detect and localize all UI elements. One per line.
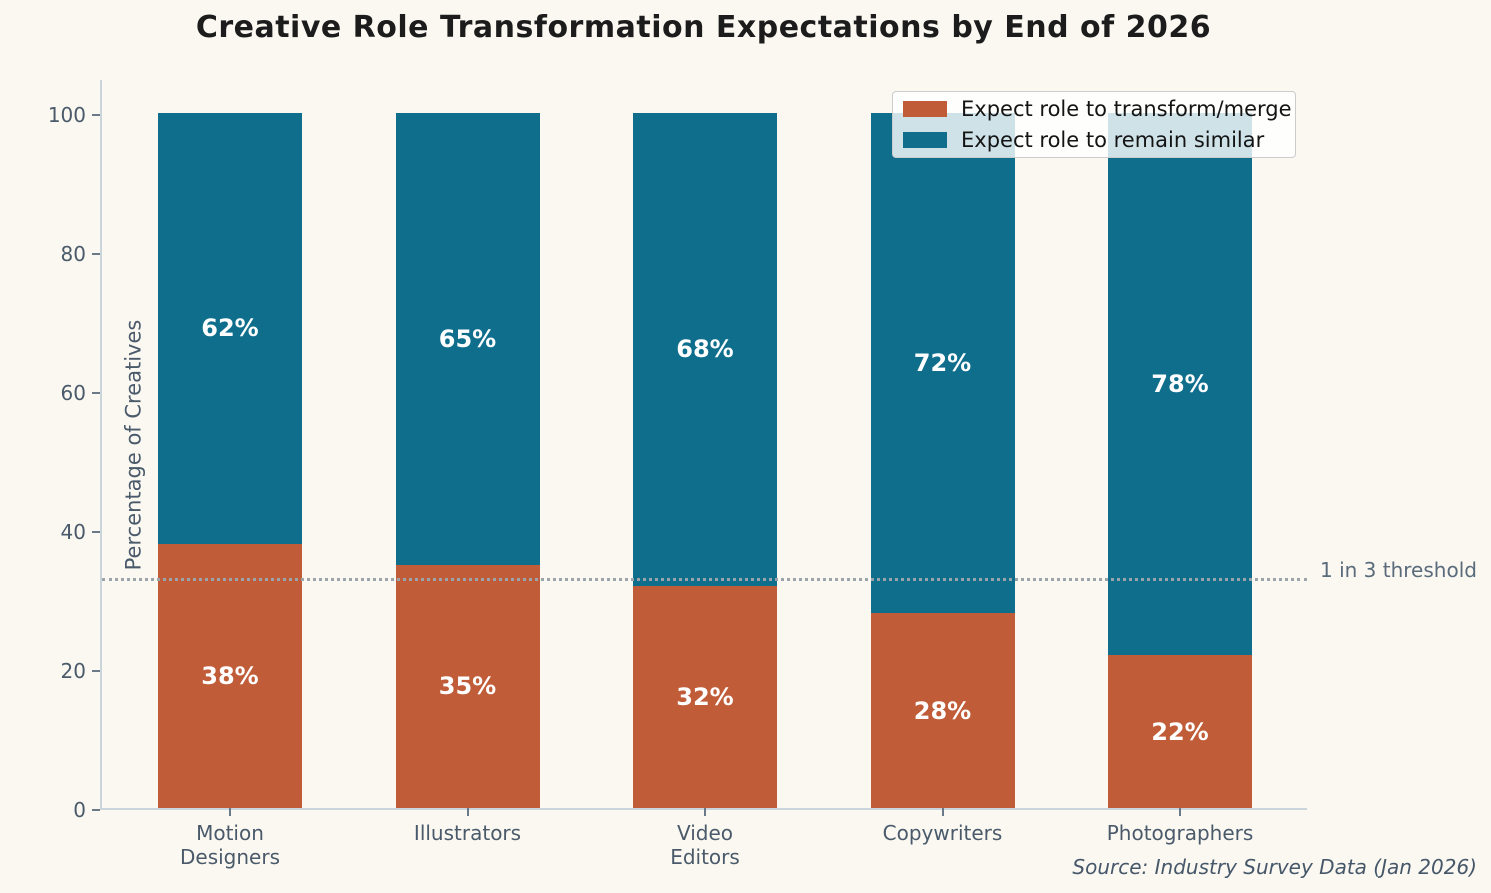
bar-segment-remain-similar: 68% <box>633 113 777 586</box>
x-tick-mark <box>1179 808 1181 816</box>
x-tick-mark <box>704 808 706 816</box>
bar-segment-value-label: 22% <box>1151 717 1209 746</box>
category-label: Video Editors <box>670 821 740 869</box>
bar-segment-value-label: 62% <box>201 314 259 343</box>
y-tick-label: 100 <box>47 103 86 127</box>
y-tick-mark <box>92 809 100 811</box>
bar-segment-value-label: 78% <box>1151 370 1209 399</box>
y-tick-mark <box>92 670 100 672</box>
bar-segment-transform-merge: 22% <box>1108 655 1252 808</box>
bar-segment-value-label: 35% <box>438 672 497 701</box>
y-tick-mark <box>92 114 100 116</box>
threshold-label: 1 in 3 threshold <box>1320 558 1477 582</box>
bar-segment-transform-merge: 28% <box>870 613 1015 808</box>
bar-segment-transform-merge: 32% <box>633 585 777 808</box>
bar-segment-value-label: 68% <box>676 335 734 364</box>
legend-label-transform-merge: Expect role to transform/merge <box>961 97 1292 121</box>
y-tick-label: 60 <box>60 381 86 405</box>
x-tick-mark <box>229 808 231 816</box>
source-note: Source: Industry Survey Data (Jan 2026) <box>1072 855 1477 879</box>
bar-segment-value-label: 32% <box>676 682 734 711</box>
y-tick-label: 20 <box>60 659 86 683</box>
category-label: Copywriters <box>882 821 1003 845</box>
bar-segment-transform-merge: 35% <box>395 564 540 808</box>
legend-item-transform-merge: Expect role to transform/merge <box>903 97 1292 121</box>
bar-segment-remain-similar: 65% <box>395 113 540 565</box>
bar-segment-value-label: 28% <box>913 696 972 725</box>
plot-area: 0 20 40 60 80 100 38% 62% Motion Designers 35% 65%… <box>48 80 1307 868</box>
bar-segment-remain-similar: 72% <box>870 113 1015 614</box>
category-label: Photographers <box>1106 821 1254 845</box>
bar-segment-value-label: 72% <box>913 349 972 378</box>
y-tick-label: 0 <box>73 798 86 822</box>
chart-title: Creative Role Transformation Expectation… <box>195 10 1212 45</box>
category-label: Illustrators <box>413 821 522 845</box>
bar-segment-transform-merge: 38% <box>158 543 302 808</box>
legend-item-remain-similar: Expect role to remain similar <box>903 128 1285 152</box>
y-tick-label: 80 <box>60 242 86 266</box>
bar-segment-remain-similar: 62% <box>158 113 302 544</box>
x-tick-mark <box>466 808 469 816</box>
legend-label-remain-similar: Expect role to remain similar <box>961 128 1265 152</box>
bar-segment-value-label: 65% <box>438 324 497 353</box>
threshold-line <box>102 578 1307 582</box>
y-tick-mark <box>92 253 100 255</box>
legend: Expect role to transform/merge Expect ro… <box>892 91 1296 158</box>
legend-swatch-remain-similar-icon <box>903 132 947 148</box>
y-tick-label: 40 <box>60 520 86 544</box>
bar-segment-value-label: 38% <box>201 661 259 690</box>
legend-swatch-transform-merge-icon <box>903 101 947 117</box>
x-tick-mark <box>941 808 944 816</box>
bar-segment-remain-similar: 78% <box>1108 113 1252 656</box>
y-tick-mark <box>92 531 100 533</box>
category-label: Motion Designers <box>180 821 280 869</box>
y-tick-mark <box>92 392 100 394</box>
